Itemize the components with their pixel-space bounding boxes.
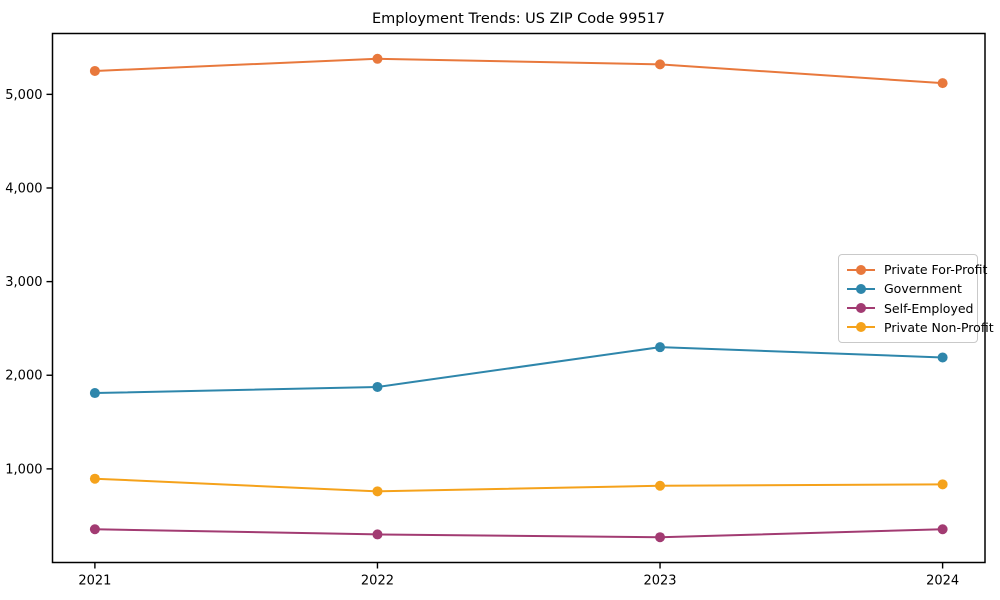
series-line	[93, 528, 944, 539]
data-point-marker	[372, 381, 383, 392]
data-point-marker	[937, 524, 948, 535]
x-tick-label: 2023	[643, 574, 676, 589]
data-point-marker	[655, 59, 666, 70]
data-point-marker	[372, 529, 383, 540]
series-line	[93, 477, 944, 493]
x-tick-label: 2021	[78, 574, 111, 589]
legend-label: Private For-Profit	[884, 262, 988, 278]
data-point-marker	[89, 65, 100, 76]
legend: Private For-Profit Government Self-Employe…	[838, 254, 994, 343]
x-tick-label: 2024	[926, 574, 959, 589]
data-point-marker	[937, 352, 948, 363]
legend-line-swatch-icon	[847, 322, 875, 333]
legend-item: Self-Employed	[846, 299, 974, 317]
data-point-marker	[372, 486, 383, 497]
legend-line-swatch-icon	[847, 303, 875, 314]
data-point-marker	[89, 388, 100, 399]
plot-frame	[51, 32, 986, 564]
data-point-marker	[89, 524, 100, 535]
legend-item: Private For-Profit	[846, 261, 987, 279]
legend-item: Private Non-Profit	[846, 318, 994, 336]
y-tick-label: 2,000	[5, 369, 42, 384]
data-point-marker	[372, 53, 383, 64]
legend-line-swatch-icon	[847, 264, 875, 275]
series-line	[93, 346, 944, 395]
data-point-marker	[655, 342, 666, 353]
series-line	[93, 57, 944, 85]
legend-label: Private Non-Profit	[884, 319, 994, 335]
y-tick-label: 4,000	[5, 181, 42, 196]
y-tick-label: 1,000	[5, 462, 42, 477]
data-point-marker	[89, 473, 100, 484]
data-point-marker	[937, 78, 948, 89]
legend-line-swatch-icon	[847, 283, 875, 294]
legend-label: Government	[884, 281, 962, 297]
legend-label: Self-Employed	[884, 300, 974, 316]
x-tick-label: 2022	[361, 574, 394, 589]
y-tick-label: 5,000	[5, 88, 42, 103]
data-point-marker	[937, 479, 948, 490]
y-tick-label: 3,000	[5, 275, 42, 290]
legend-item: Government	[846, 280, 970, 298]
data-point-marker	[655, 480, 666, 491]
chart-title: Employment Trends: US ZIP Code 99517	[371, 11, 666, 27]
data-point-marker	[655, 532, 666, 543]
